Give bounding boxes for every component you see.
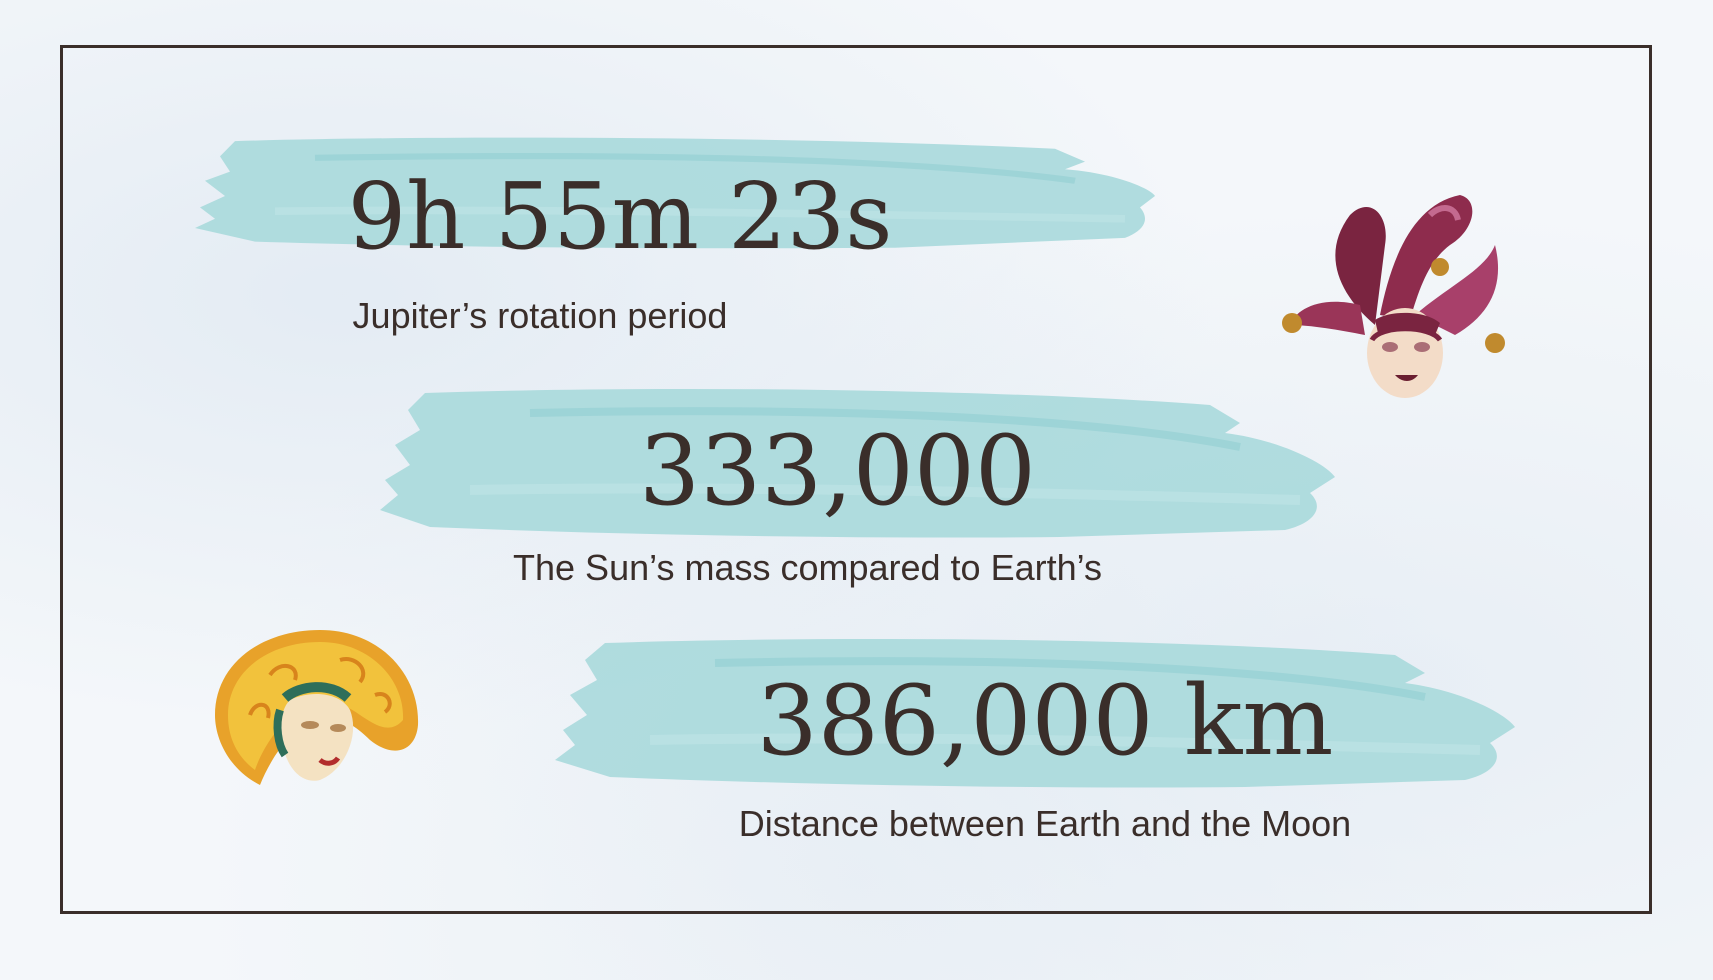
stat-value-2: 333,000 [639,415,1036,527]
stat-value-1: 9h 55m 23s [347,163,893,270]
brush-stroke-3 [555,639,1515,788]
stat-block-3: 386,000 km Distance between Earth and th… [555,635,1515,850]
slide-frame [60,45,1652,914]
brush-stroke-1 [195,137,1155,249]
brush-stroke-2 [380,389,1335,538]
stat-caption-2: The Sun’s mass compared to Earth’s [513,547,1102,588]
stat-block-1: 9h 55m 23s Jupiter’s rotation period [195,135,1155,345]
jester-mask-icon [1280,175,1520,415]
stat-caption-3: Distance between Earth and the Moon [738,803,1352,844]
sun-mask-icon [210,620,425,800]
stat-caption-1: Jupiter’s rotation period [352,295,728,336]
stat-block-2: 333,000 The Sun’s mass compared to Earth… [380,385,1335,595]
stat-value-3: 386,000 km [756,665,1334,777]
